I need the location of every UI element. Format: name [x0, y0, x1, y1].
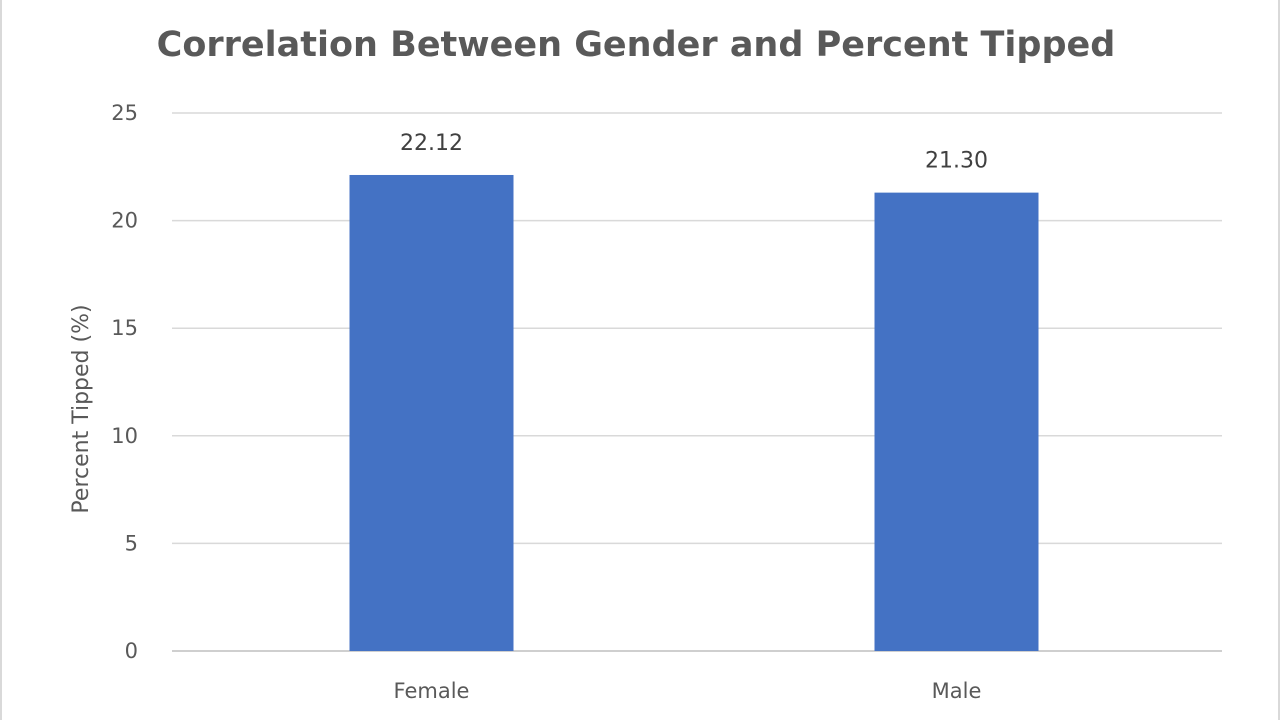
x-category-label-female: Female: [394, 679, 470, 703]
data-label-female: 22.12: [400, 131, 463, 156]
x-axis-categories: Female Male: [394, 679, 982, 703]
y-tick-label: 5: [125, 531, 138, 555]
gridlines: [172, 112, 1222, 652]
y-tick-label: 20: [111, 209, 138, 233]
y-tick-label: 15: [111, 316, 138, 340]
bar-female: [349, 174, 514, 651]
data-labels: 22.12 21.30: [400, 131, 988, 174]
data-label-male: 21.30: [925, 149, 988, 174]
y-axis-label: Percent Tipped (%): [69, 304, 94, 513]
y-tick-label: 0: [125, 639, 138, 663]
y-tick-label: 25: [111, 101, 138, 125]
chart-title: Correlation Between Gender and Percent T…: [157, 25, 1116, 65]
y-axis-ticks: 0 5 10 15 20 25: [111, 101, 138, 663]
bar-male: [874, 192, 1039, 651]
chart-border-left: [0, 0, 2, 720]
x-category-label-male: Male: [932, 679, 982, 703]
chart-border-right: [1278, 0, 1280, 720]
bars: [349, 174, 1039, 651]
y-tick-label: 10: [111, 424, 138, 448]
